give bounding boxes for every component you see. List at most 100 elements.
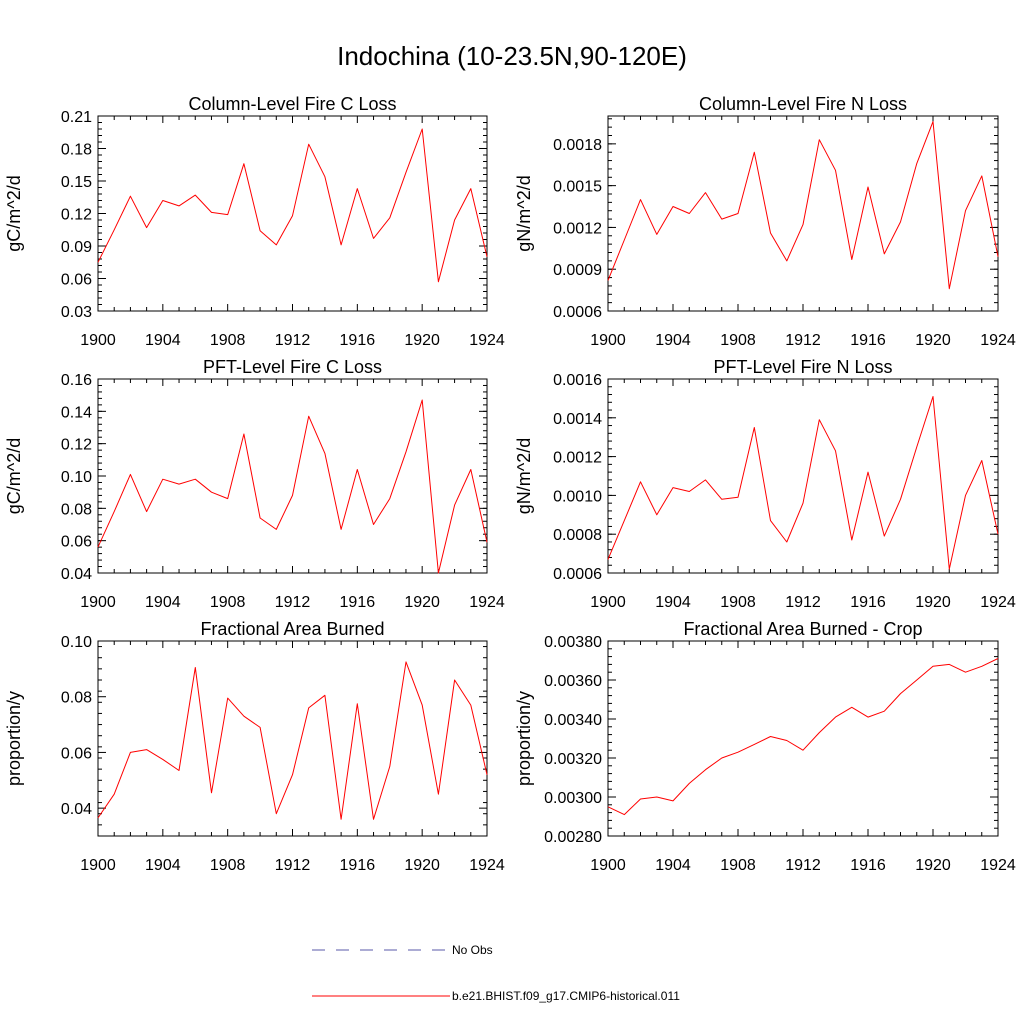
chart-panel: Fractional Area Burned - Crop proportion/… <box>514 619 1016 874</box>
x-tick-label: 1912 <box>785 332 821 349</box>
y-tick-label: 0.0006 <box>553 304 602 321</box>
x-tick-label: 1924 <box>469 594 505 611</box>
panel-title: Column-Level Fire C Loss <box>188 94 396 114</box>
y-tick-label: 0.00360 <box>544 673 602 690</box>
x-tick-label: 1900 <box>80 594 116 611</box>
x-tick-label: 1900 <box>590 332 626 349</box>
figure-title: Indochina (10-23.5N,90-120E) <box>337 41 687 71</box>
y-tick-label: 0.0016 <box>553 372 602 389</box>
y-tick-label: 0.06 <box>61 745 92 762</box>
plot-frame <box>607 115 999 312</box>
y-axis-label: proportion/y <box>4 691 24 786</box>
y-tick-label: 0.0012 <box>553 450 602 467</box>
x-tick-label: 1908 <box>210 594 246 611</box>
x-tick-label: 1916 <box>340 332 376 349</box>
chart-panel: Column-Level Fire N Loss gN/m^2/d 1900 1904… <box>514 94 1016 349</box>
y-tick-label: 0.15 <box>61 174 92 191</box>
x-tick-label: 1904 <box>145 857 181 874</box>
x-tick-label: 1924 <box>980 332 1016 349</box>
y-tick-label: 0.00380 <box>544 634 602 651</box>
y-tick-label: 0.00300 <box>544 790 602 807</box>
y-tick-label: 0.0009 <box>553 262 602 279</box>
x-tick-label: 1904 <box>655 857 691 874</box>
y-tick-label: 0.00320 <box>544 751 602 768</box>
legend: No Obs b.e21.BHIST.f09_g17.CMIP6-histori… <box>312 943 680 1003</box>
y-tick-label: 0.03 <box>61 304 92 321</box>
panel-title: Fractional Area Burned - Crop <box>683 619 922 639</box>
y-tick-label: 0.04 <box>61 566 92 583</box>
y-axis-label: gN/m^2/d <box>514 438 534 514</box>
series-line <box>607 121 999 290</box>
plot-frame <box>97 378 488 574</box>
y-tick-label: 0.14 <box>61 404 92 421</box>
y-tick-label: 0.00280 <box>544 829 602 846</box>
series-line <box>97 128 488 283</box>
x-tick-label: 1920 <box>915 332 951 349</box>
y-tick-label: 0.08 <box>61 501 92 518</box>
y-tick-label: 0.21 <box>61 109 92 126</box>
series-line <box>607 658 999 816</box>
y-tick-label: 0.0006 <box>553 566 602 583</box>
legend-obs-label: No Obs <box>452 943 493 957</box>
panel-title: PFT-Level Fire N Loss <box>713 357 892 377</box>
y-axis-label: gN/m^2/d <box>514 175 534 251</box>
x-tick-label: 1924 <box>469 332 505 349</box>
y-tick-label: 0.00340 <box>544 712 602 729</box>
x-tick-label: 1908 <box>210 332 246 349</box>
x-tick-label: 1900 <box>590 857 626 874</box>
x-tick-label: 1908 <box>720 332 756 349</box>
x-tick-label: 1912 <box>785 594 821 611</box>
x-tick-label: 1920 <box>915 594 951 611</box>
y-tick-label: 0.10 <box>61 469 92 486</box>
y-tick-label: 0.0012 <box>553 220 602 237</box>
x-tick-label: 1904 <box>145 332 181 349</box>
chart-panel: Fractional Area Burned proportion/y 1900 19… <box>4 619 505 874</box>
y-tick-label: 0.09 <box>61 239 92 256</box>
chart-panels: Column-Level Fire C Loss gC/m^2/d 1900 1904… <box>4 94 1016 874</box>
series-line <box>607 396 999 570</box>
y-tick-label: 0.18 <box>61 142 92 159</box>
x-tick-label: 1900 <box>80 857 116 874</box>
x-tick-label: 1912 <box>785 857 821 874</box>
x-tick-label: 1920 <box>404 332 440 349</box>
y-axis-label: gC/m^2/d <box>4 438 24 514</box>
x-tick-label: 1920 <box>404 594 440 611</box>
x-tick-label: 1916 <box>850 332 886 349</box>
x-tick-label: 1908 <box>720 857 756 874</box>
x-tick-label: 1912 <box>275 857 311 874</box>
panel-title: Fractional Area Burned <box>200 619 384 639</box>
y-axis-label: proportion/y <box>514 691 534 786</box>
chart-panel: Column-Level Fire C Loss gC/m^2/d 1900 1904… <box>4 94 505 349</box>
x-tick-label: 1904 <box>655 332 691 349</box>
panel-title: Column-Level Fire N Loss <box>699 94 907 114</box>
y-tick-label: 0.06 <box>61 534 92 551</box>
y-tick-label: 0.0014 <box>553 411 602 428</box>
legend-model-label: b.e21.BHIST.f09_g17.CMIP6-historical.011 <box>452 989 680 1003</box>
x-tick-label: 1912 <box>275 594 311 611</box>
y-tick-label: 0.0015 <box>553 179 602 196</box>
x-tick-label: 1900 <box>590 594 626 611</box>
y-tick-label: 0.0018 <box>553 137 602 154</box>
y-tick-label: 0.06 <box>61 272 92 289</box>
y-tick-label: 0.04 <box>61 801 92 818</box>
y-tick-label: 0.0008 <box>553 527 602 544</box>
x-tick-label: 1916 <box>850 594 886 611</box>
x-tick-label: 1916 <box>850 857 886 874</box>
x-tick-label: 1924 <box>980 857 1016 874</box>
x-tick-label: 1920 <box>915 857 951 874</box>
x-tick-label: 1904 <box>655 594 691 611</box>
y-tick-label: 0.12 <box>61 437 92 454</box>
series-line <box>97 399 488 574</box>
x-tick-label: 1912 <box>275 332 311 349</box>
x-tick-label: 1916 <box>340 857 376 874</box>
x-tick-label: 1904 <box>145 594 181 611</box>
y-tick-label: 0.12 <box>61 207 92 224</box>
panel-title: PFT-Level Fire C Loss <box>203 357 382 377</box>
x-tick-label: 1924 <box>980 594 1016 611</box>
y-tick-label: 0.10 <box>61 634 92 651</box>
chart-panel: PFT-Level Fire N Loss gN/m^2/d 1900 1904 190… <box>514 357 1016 611</box>
series-line <box>97 661 488 820</box>
x-tick-label: 1908 <box>720 594 756 611</box>
x-tick-label: 1908 <box>210 857 246 874</box>
